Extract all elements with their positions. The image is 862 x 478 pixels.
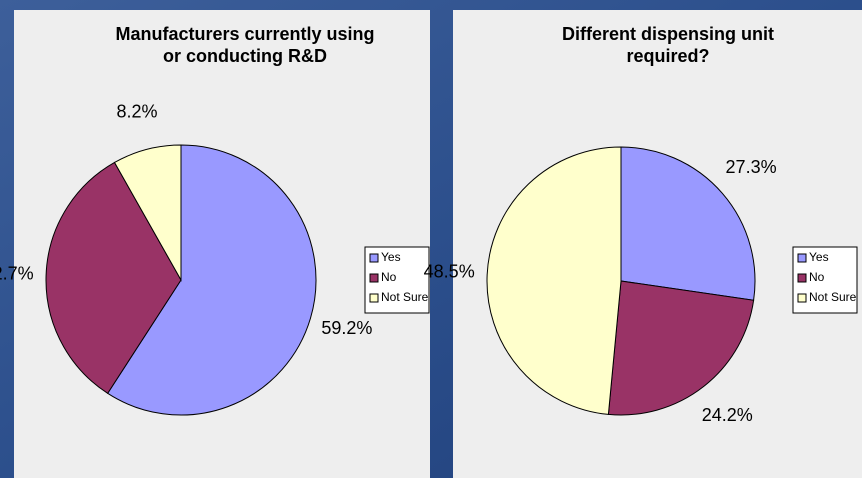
data-label: 32.7% xyxy=(0,264,34,284)
pie-slice xyxy=(45,161,182,395)
data-label: 24.2% xyxy=(702,405,753,425)
pie-slice xyxy=(620,146,756,301)
data-label: 8.2% xyxy=(116,101,157,121)
pie-slice xyxy=(607,280,755,416)
chart-title: Manufacturers currently using xyxy=(115,24,374,44)
pie-slice xyxy=(106,144,317,416)
legend-swatch xyxy=(797,293,807,303)
legend-swatch xyxy=(797,273,807,283)
chart-title: Different dispensing unit xyxy=(562,24,774,44)
legend-swatch xyxy=(369,273,379,283)
legend-swatch xyxy=(369,293,379,303)
legend-label: Yes xyxy=(381,250,401,264)
chart-title: required? xyxy=(626,46,709,66)
pie-slice xyxy=(486,146,622,415)
pie-slice xyxy=(113,144,182,282)
legend-label: Not Sure xyxy=(381,290,429,304)
legend-swatch xyxy=(797,253,807,263)
data-label: 48.5% xyxy=(424,262,475,282)
legend-label: Yes xyxy=(809,250,829,264)
data-label: 59.2% xyxy=(321,318,372,338)
legend-label: Not Sure xyxy=(809,290,857,304)
legend-label: No xyxy=(381,270,397,284)
legend-label: No xyxy=(809,270,825,284)
legend-swatch xyxy=(369,253,379,263)
chart-title: or conducting R&D xyxy=(163,46,327,66)
data-label: 27.3% xyxy=(726,157,777,177)
